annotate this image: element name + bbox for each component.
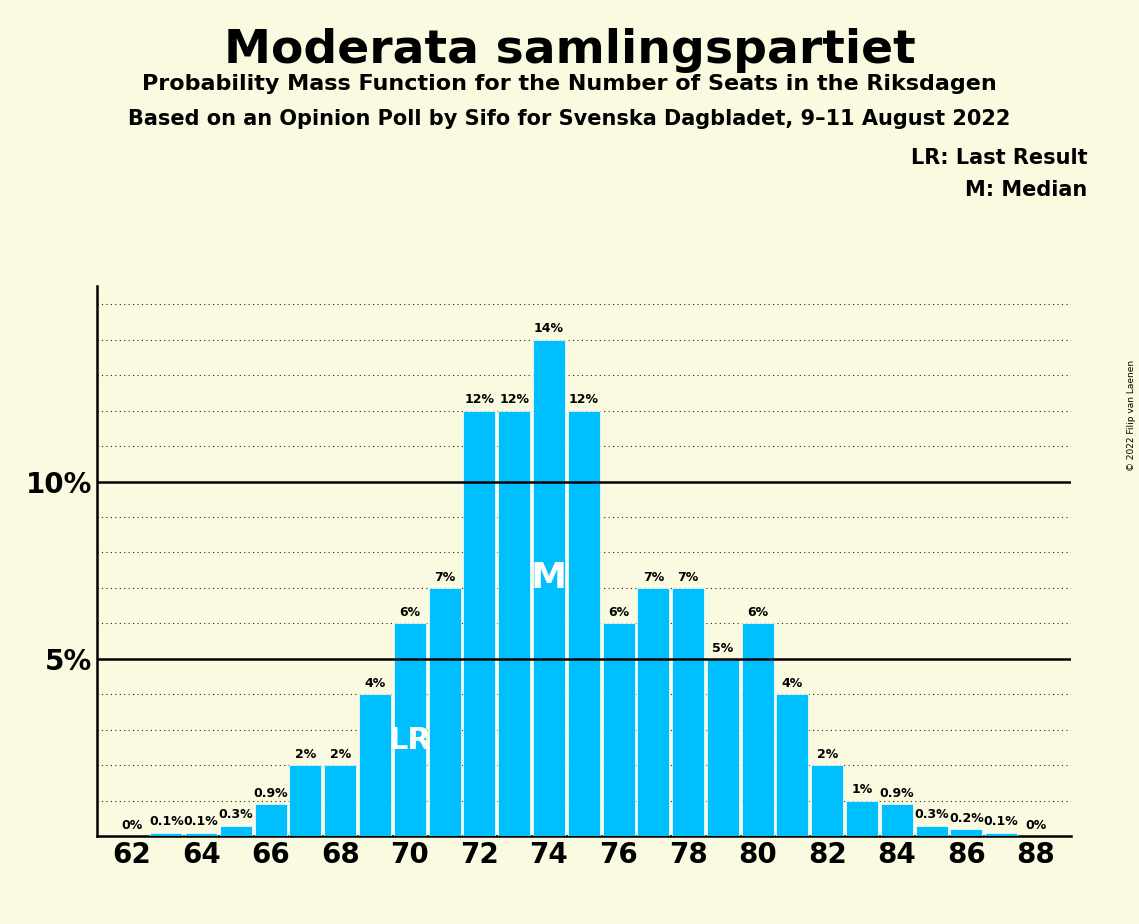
Text: 1%: 1%	[851, 784, 872, 796]
Text: 0.1%: 0.1%	[149, 815, 183, 829]
Text: 12%: 12%	[568, 394, 599, 407]
Text: © 2022 Filip van Laenen: © 2022 Filip van Laenen	[1126, 360, 1136, 471]
Text: Probability Mass Function for the Number of Seats in the Riksdagen: Probability Mass Function for the Number…	[142, 74, 997, 94]
Bar	[777, 694, 809, 836]
Bar	[464, 410, 495, 836]
Bar	[498, 410, 530, 836]
Text: 4%: 4%	[364, 677, 386, 690]
Bar	[325, 765, 357, 836]
Text: Based on an Opinion Poll by Sifo for Svenska Dagbladet, 9–11 August 2022: Based on an Opinion Poll by Sifo for Sve…	[129, 109, 1010, 129]
Text: LR: Last Result: LR: Last Result	[911, 148, 1088, 168]
Bar	[289, 765, 321, 836]
Text: 0.2%: 0.2%	[949, 812, 984, 825]
Bar	[255, 804, 287, 836]
Text: 0%: 0%	[121, 819, 142, 832]
Text: 6%: 6%	[747, 606, 768, 619]
Bar	[846, 801, 878, 836]
Text: Moderata samlingspartiet: Moderata samlingspartiet	[223, 28, 916, 73]
Text: 0.1%: 0.1%	[183, 815, 219, 829]
Text: LR: LR	[388, 726, 432, 755]
Text: M: Median: M: Median	[966, 180, 1088, 201]
Text: 0%: 0%	[1025, 819, 1047, 832]
Text: 6%: 6%	[400, 606, 420, 619]
Text: 14%: 14%	[534, 322, 564, 335]
Bar	[150, 833, 182, 836]
Text: M: M	[531, 561, 567, 595]
Text: 7%: 7%	[434, 571, 456, 584]
Text: 6%: 6%	[608, 606, 629, 619]
Bar	[811, 765, 843, 836]
Bar	[567, 410, 600, 836]
Bar	[741, 624, 773, 836]
Text: 0.9%: 0.9%	[879, 787, 915, 800]
Bar	[880, 804, 912, 836]
Text: 0.9%: 0.9%	[253, 787, 288, 800]
Bar	[603, 624, 634, 836]
Bar	[533, 340, 565, 836]
Text: 2%: 2%	[817, 748, 838, 761]
Bar	[916, 825, 948, 836]
Bar	[186, 833, 218, 836]
Text: 0.1%: 0.1%	[984, 815, 1018, 829]
Bar	[638, 588, 670, 836]
Text: 2%: 2%	[295, 748, 317, 761]
Bar	[359, 694, 391, 836]
Bar	[672, 588, 704, 836]
Text: 4%: 4%	[781, 677, 803, 690]
Text: 5%: 5%	[712, 641, 734, 654]
Bar	[707, 659, 739, 836]
Text: 2%: 2%	[329, 748, 351, 761]
Bar	[394, 624, 426, 836]
Text: 0.3%: 0.3%	[915, 808, 949, 821]
Text: 12%: 12%	[499, 394, 530, 407]
Text: 0.3%: 0.3%	[219, 808, 253, 821]
Bar	[985, 833, 1017, 836]
Bar	[428, 588, 460, 836]
Text: 7%: 7%	[678, 571, 698, 584]
Bar	[950, 829, 982, 836]
Text: 7%: 7%	[642, 571, 664, 584]
Text: 12%: 12%	[465, 394, 494, 407]
Bar	[220, 825, 252, 836]
